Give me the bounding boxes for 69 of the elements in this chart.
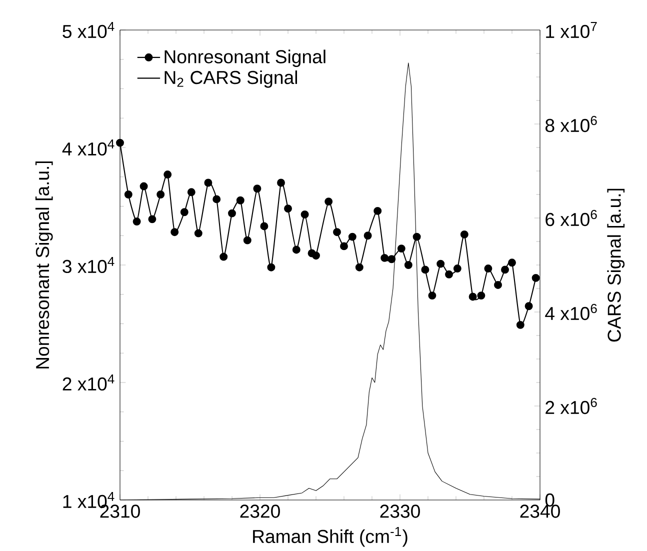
point — [300, 210, 309, 218]
point — [253, 184, 262, 193]
point — [333, 228, 341, 236]
point — [494, 280, 502, 289]
y2-tick-label: 8 x10$^{6}$ — [546, 116, 597, 132]
point — [312, 252, 320, 260]
point — [508, 258, 516, 267]
point — [388, 255, 396, 264]
y-tick-label: 5 x10$^{4}$ — [62, 22, 114, 38]
y2-tick-label: 2 x10$^{6}$ — [546, 398, 597, 414]
point — [468, 292, 477, 301]
legend-label: N$_{2}$ CARS Signal — [164, 70, 298, 88]
point — [324, 197, 333, 206]
point — [164, 170, 172, 178]
point — [194, 229, 202, 238]
point — [501, 266, 509, 274]
point — [532, 274, 540, 282]
point — [380, 254, 389, 262]
point — [355, 263, 364, 272]
point — [132, 217, 141, 226]
point — [477, 291, 486, 300]
point — [524, 302, 533, 310]
point — [364, 232, 372, 240]
x-tick-label: 2340 — [520, 504, 560, 518]
y2-tick-label: 4 x10$^{6}$ — [545, 304, 597, 320]
y2-axis-title: CARS Signal [a.u.] — [607, 188, 625, 342]
point — [243, 236, 252, 244]
point — [156, 190, 165, 198]
x-tick-label: 2330 — [380, 504, 420, 518]
point — [204, 178, 212, 187]
point — [116, 138, 124, 147]
point — [428, 291, 436, 300]
point — [484, 264, 492, 272]
y-tick-label: 4 x10$^{4}$ — [62, 139, 114, 156]
point — [212, 195, 221, 204]
point — [170, 228, 179, 236]
y2-tick-label: 0 — [545, 493, 554, 507]
point — [236, 196, 244, 204]
point — [436, 260, 445, 268]
point — [292, 246, 300, 254]
point — [348, 232, 356, 241]
y2-tick-label: 6 x10$^{6}$ — [546, 210, 597, 226]
point — [148, 215, 156, 224]
point — [260, 222, 268, 230]
y-axis-title: Nonresonant Signal [a.u.] — [35, 161, 53, 368]
point — [284, 204, 292, 213]
point — [460, 230, 468, 238]
point — [140, 182, 148, 190]
point — [220, 252, 228, 261]
point — [516, 320, 524, 329]
x-axis-title: Raman Shift (cm$^{-1}$) — [253, 526, 408, 547]
point — [277, 178, 285, 187]
y-tick-label: 3 x10$^{4}$ — [62, 256, 114, 273]
point — [374, 206, 382, 215]
point — [397, 244, 406, 252]
point — [453, 264, 462, 272]
point — [340, 242, 348, 250]
point — [187, 188, 196, 196]
y2-tick-label: 1 x10$^{7}$ — [546, 22, 597, 38]
x-tick-label: 2320 — [240, 504, 280, 518]
point — [228, 209, 236, 218]
legend-label: Nonresonant Signal — [164, 50, 326, 67]
point — [180, 208, 188, 216]
point — [124, 190, 132, 198]
point — [404, 260, 412, 269]
point — [421, 266, 430, 274]
point — [267, 263, 276, 272]
point — [445, 270, 453, 278]
y-tick-label: 2 x10$^{4}$ — [62, 374, 114, 390]
